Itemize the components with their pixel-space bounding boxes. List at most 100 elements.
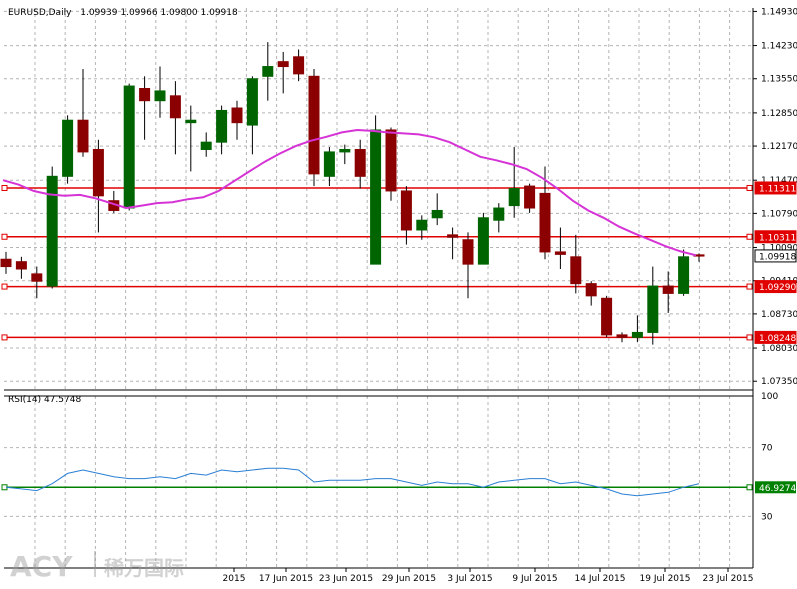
candle-body <box>92 148 104 197</box>
candle-body <box>185 119 197 124</box>
price-tick-label: 1.11470 <box>761 176 797 186</box>
candle-body <box>200 141 212 150</box>
candle-body <box>385 129 397 192</box>
price-tick-label: 1.12850 <box>761 109 797 119</box>
candle-body <box>246 78 258 126</box>
symbol-label: EURUSD,Daily <box>8 8 72 18</box>
candle-body <box>631 331 643 338</box>
candle-body <box>477 217 489 265</box>
candle-body <box>647 285 659 333</box>
candle-body <box>169 95 181 119</box>
price-tag-label: 1.10311 <box>759 233 796 243</box>
watermark-logo: ACY 稀万国际 <box>10 550 184 583</box>
candle-body <box>370 129 382 265</box>
date-tick-label: 9 Jul 2015 <box>512 574 557 584</box>
watermark-divider <box>94 551 96 577</box>
level-price-tag <box>754 230 797 244</box>
candle-body <box>308 75 320 175</box>
rsi-level-handle <box>746 484 753 491</box>
price-tick-label: 1.08730 <box>761 310 797 320</box>
level-handle-left <box>1 233 8 240</box>
date-tick-label: 17 Jun 2015 <box>259 574 313 584</box>
candle-body <box>678 256 690 294</box>
rsi-level-tag-label: 46.9274 <box>759 484 796 494</box>
candle-body <box>400 190 412 231</box>
date-tick-label: 19 Jul 2015 <box>640 574 691 584</box>
price-tick-label: 1.10790 <box>761 209 797 219</box>
candle-body <box>585 283 597 297</box>
date-tick-label: 14 Jul 2015 <box>575 574 626 584</box>
price-tick-label: 1.13550 <box>761 75 797 85</box>
chart-axes: 1.14930 1.14230 1.13550 1.12850 1.12170 1.114… <box>4 7 797 584</box>
candle-body <box>462 239 474 265</box>
level-handle-right <box>746 283 753 290</box>
rsi-tick-label: 30 <box>761 512 773 522</box>
rsi-header: RSI(14) 47.5748 <box>8 395 81 405</box>
date-tick-label: 29 Jun 2015 <box>382 574 436 584</box>
candle-body <box>508 188 520 207</box>
candle-body <box>62 119 74 177</box>
moving-average-line <box>2 128 697 257</box>
candle-body <box>447 234 459 238</box>
price-tick-label: 1.07350 <box>761 377 797 387</box>
candle-body <box>0 258 12 268</box>
price-tag-label: 1.09290 <box>759 283 796 293</box>
watermark-latin: ACY <box>10 550 73 583</box>
price-tick-label: 1.10090 <box>761 244 797 254</box>
candle-body <box>77 119 89 153</box>
level-price-tag <box>754 280 797 294</box>
price-tick-label: 1.14230 <box>761 42 797 52</box>
date-tick-label: 23 Jun 2015 <box>319 574 373 584</box>
candle-body <box>139 87 151 102</box>
date-tick-label: 23 Jul 2015 <box>703 574 754 584</box>
level-handle-left <box>1 283 8 290</box>
level-handle-right <box>746 334 753 341</box>
candle-body <box>416 219 428 231</box>
candle-body <box>277 61 289 68</box>
current-price-tag <box>754 249 797 263</box>
candle-body <box>262 66 274 77</box>
candle-body <box>570 256 582 285</box>
price-tick-label: 1.12170 <box>761 142 797 152</box>
candle-body <box>539 192 551 253</box>
level-price-tag <box>754 330 797 344</box>
price-tick-label: 1.08030 <box>761 344 797 354</box>
chart-grid <box>4 8 753 568</box>
watermark-cjk: 稀万国际 <box>104 556 184 580</box>
rsi-line <box>5 467 700 497</box>
candle-body <box>431 209 443 219</box>
candle-body <box>662 285 674 294</box>
level-handle-right <box>746 184 753 191</box>
candle-body <box>216 109 228 143</box>
candle-body <box>354 148 366 177</box>
rsi-panel: 100 70 30 46.9274 <box>1 392 796 522</box>
ohlc-values: 1.09939 1.09966 1.09800 1.09918 <box>80 8 238 18</box>
candle-body <box>231 107 243 124</box>
candle-body <box>524 185 536 209</box>
candle-body <box>123 85 135 209</box>
candle-body <box>339 148 351 153</box>
level-handle-left <box>1 184 8 191</box>
price-tag-label: 1.09918 <box>759 252 796 262</box>
candle-body <box>616 334 628 338</box>
candle-body <box>323 151 335 177</box>
candle-body <box>293 56 305 75</box>
candle-body <box>15 261 27 270</box>
candle-body <box>554 251 566 255</box>
candle-body <box>154 90 166 102</box>
level-handle-right <box>746 233 753 240</box>
candlesticks <box>0 42 705 345</box>
date-tick-label: 3 Jul 2015 <box>447 574 492 584</box>
candle-body <box>493 207 505 221</box>
candle-body <box>601 297 613 336</box>
symbol-header: EURUSD,Daily 1.09939 1.09966 1.09800 1.0… <box>8 8 238 18</box>
price-tag-label: 1.08248 <box>759 334 796 344</box>
date-tick-label: 2015 <box>223 574 246 584</box>
rsi-tick-label: 100 <box>761 392 778 402</box>
candle-body <box>31 273 43 282</box>
level-handle-left <box>1 334 8 341</box>
level-price-tag <box>754 181 797 195</box>
rsi-tick-label: 70 <box>761 444 773 454</box>
candle-body <box>46 175 58 287</box>
